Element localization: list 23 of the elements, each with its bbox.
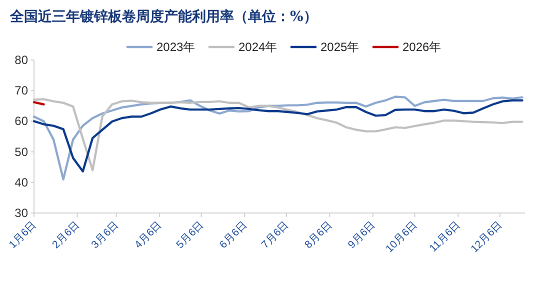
- legend-label: 2024年: [238, 40, 278, 54]
- x-tick-label: 7月6日: [259, 218, 292, 251]
- x-tick-label: 4月6日: [132, 218, 165, 251]
- y-tick-label: 70: [14, 84, 28, 98]
- y-tick-label: 30: [14, 206, 28, 220]
- x-tick-label: 3月6日: [89, 218, 122, 251]
- x-tick-label: 5月6日: [174, 218, 207, 251]
- y-tick-label: 40: [14, 175, 28, 190]
- x-tick-label: 11月6日: [427, 218, 464, 255]
- x-tick-label: 1月6日: [6, 218, 40, 251]
- chart-title: 全国近三年镀锌板卷周度产能利用率（单位：%）: [9, 8, 318, 25]
- x-tick-label: 2月6日: [50, 218, 82, 251]
- legend-label: 2025年: [320, 40, 360, 54]
- x-tick-label: 9月6日: [346, 218, 378, 251]
- y-tick-label: 50: [14, 144, 28, 159]
- x-tick-label: 10月6日: [383, 218, 420, 256]
- y-tick-label: 60: [14, 114, 28, 128]
- x-tick-label: 12月6日: [468, 218, 506, 256]
- x-tick-label: 6月6日: [217, 218, 250, 251]
- y-tick-label: 80: [14, 53, 28, 67]
- legend-label: 2023年: [156, 40, 196, 54]
- x-tick-label: 8月6日: [302, 218, 335, 251]
- legend-label: 2026年: [402, 40, 442, 54]
